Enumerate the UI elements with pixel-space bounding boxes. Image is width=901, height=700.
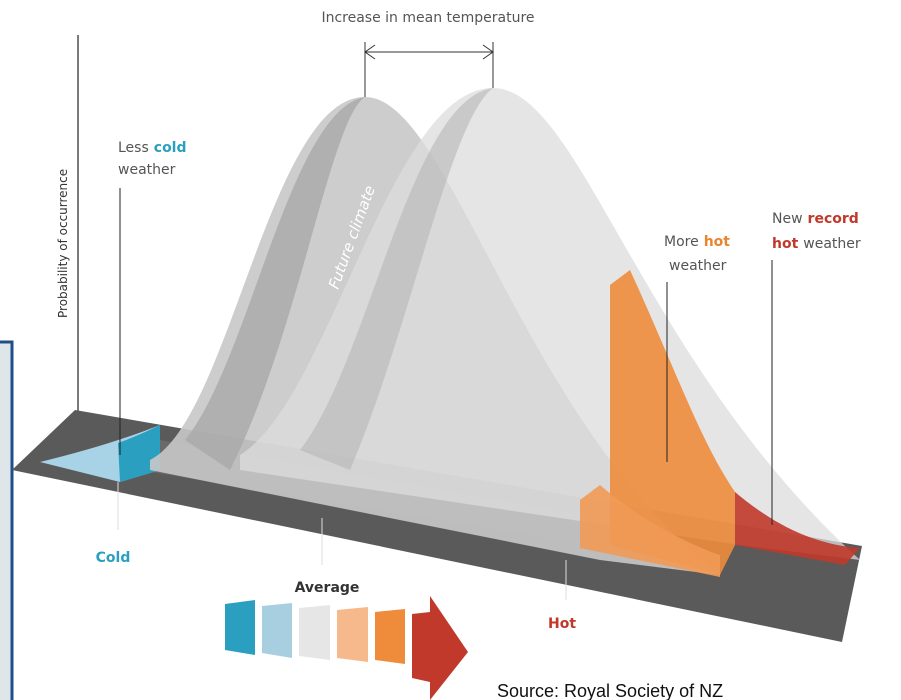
text: New	[772, 211, 803, 227]
hot-area	[610, 270, 735, 575]
record-hot-label: New record	[772, 211, 859, 227]
source: Source: Royal Society of NZ	[497, 681, 723, 700]
highlight: hot	[704, 234, 731, 250]
scale-swatch	[262, 603, 292, 658]
cold-label: Cold	[96, 550, 131, 566]
scale-swatch	[225, 600, 255, 655]
record-hot-area	[735, 492, 860, 565]
highlight: cold	[154, 140, 187, 156]
side-frame	[0, 340, 14, 700]
y-axis-label: Probability of occurrence	[56, 169, 70, 318]
text: weather	[803, 236, 861, 252]
text: Less	[118, 140, 149, 156]
average-label: Average	[295, 580, 360, 596]
hot-label: Hot	[548, 616, 576, 632]
record-hot-label: hot weather	[772, 236, 861, 252]
scale-arrow	[412, 596, 468, 700]
cold-tail	[118, 425, 160, 482]
scale-swatch	[299, 605, 330, 660]
hot-area-previous	[580, 485, 720, 577]
future-climate-edge	[300, 88, 493, 470]
highlight: hot	[772, 236, 799, 252]
more-hot-label: weather	[669, 258, 727, 274]
text: More	[664, 234, 699, 250]
scale-swatch	[375, 609, 405, 664]
less-cold-label: weather	[118, 162, 176, 178]
less-cold-label: Less cold	[118, 140, 187, 156]
scale-swatch	[337, 607, 368, 662]
more-hot-label: More hot	[664, 234, 730, 250]
highlight: record	[808, 211, 859, 227]
previous-climate-edge	[185, 97, 365, 470]
title: Increase in mean temperature	[321, 10, 534, 26]
